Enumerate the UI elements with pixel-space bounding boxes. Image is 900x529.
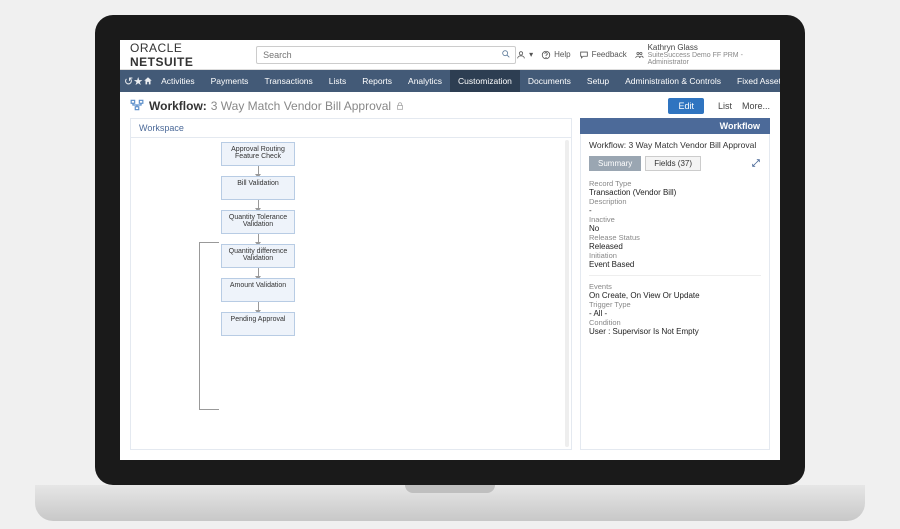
title-name: 3 Way Match Vendor Bill Approval [211,99,391,113]
details-title: Workflow: 3 Way Match Vendor Bill Approv… [589,140,761,150]
nav-item-payments[interactable]: Payments [203,70,257,92]
field-value: User : Supervisor Is Not Empty [589,327,761,336]
workflow-icon [130,99,144,114]
details-tabs: Summary Fields (37) [589,156,761,171]
workspace-header: Workspace [130,118,572,137]
feedback-label: Feedback [592,50,627,59]
field-value: On Create, On View Or Update [589,291,761,300]
nav-items: ActivitiesPaymentsTransactionsListsRepor… [153,70,793,92]
tab-summary[interactable]: Summary [589,156,641,171]
app-header: ORACLE NETSUITE ▾ Help Feedba [120,40,780,70]
nav-item-setup[interactable]: Setup [579,70,617,92]
logo-prefix: ORACLE [130,41,182,55]
flow-side-connector [199,242,219,410]
workspace-column: Workspace Approval Routing Feature Check… [130,118,572,450]
field-value: - All - [589,309,761,318]
title-prefix: Workflow: [149,99,207,113]
account-icon[interactable]: ▾ [516,50,533,60]
field-row: ConditionUser : Supervisor Is Not Empty [589,318,761,336]
edit-button[interactable]: Edit [668,98,704,114]
field-row: InactiveNo [589,215,761,233]
user-name: Kathryn Glass [648,44,770,52]
nav-item-lists[interactable]: Lists [321,70,354,92]
flow: Approval Routing Feature Check Bill Valid… [221,142,295,336]
fields-group-2: EventsOn Create, On View Or UpdateTrigge… [589,282,761,336]
title-row: Workflow: 3 Way Match Vendor Bill Approv… [120,92,780,118]
flow-connector [258,166,259,176]
page-actions: List More... [718,101,770,111]
divider [589,275,761,276]
laptop-base [35,485,865,521]
search-wrap [256,46,516,64]
search-input[interactable] [256,46,516,64]
nav-item-documents[interactable]: Documents [520,70,579,92]
workspace-canvas[interactable]: Approval Routing Feature Check Bill Valid… [130,137,572,450]
flow-connector [258,234,259,244]
flow-node[interactable]: Amount Validation [221,278,295,302]
tab-fields[interactable]: Fields (37) [645,156,701,171]
nav-item-fixed-assets[interactable]: Fixed Assets [729,70,793,92]
user-text: Kathryn Glass SuiteSuccess Demo FF PRM -… [648,44,770,66]
field-label: Events [589,282,761,291]
field-row: EventsOn Create, On View Or Update [589,282,761,300]
list-link[interactable]: List [718,101,732,111]
details-panel: Workflow Workflow: 3 Way Match Vendor Bi… [580,118,770,450]
field-label: Condition [589,318,761,327]
flow-connector [258,200,259,210]
field-row: InitiationEvent Based [589,251,761,269]
flow-node[interactable]: Approval Routing Feature Check [221,142,295,166]
flow-connector [258,268,259,278]
field-value: Event Based [589,260,761,269]
field-label: Initiation [589,251,761,260]
flow-node[interactable]: Quantity Tolerance Validation [221,210,295,234]
header-right: ▾ Help Feedback Kathryn Glass SuiteSucce… [516,44,770,66]
users-icon [635,50,644,60]
fields-group-1: Record TypeTransaction (Vendor Bill)Desc… [589,179,761,269]
expand-icon[interactable] [751,158,761,169]
nav-item-transactions[interactable]: Transactions [256,70,320,92]
field-label: Record Type [589,179,761,188]
field-label: Inactive [589,215,761,224]
nav-item-customization[interactable]: Customization [450,70,520,92]
flow-connector [258,302,259,312]
field-label: Release Status [589,233,761,242]
field-row: Description- [589,197,761,215]
details-body: Workflow: 3 Way Match Vendor Bill Approv… [580,134,770,450]
nav-item-administration-controls[interactable]: Administration & Controls [617,70,729,92]
field-value: No [589,224,761,233]
lock-icon [395,101,405,112]
field-label: Description [589,197,761,206]
field-row: Release StatusReleased [589,233,761,251]
nav-item-analytics[interactable]: Analytics [400,70,450,92]
star-icon[interactable]: ★ [133,75,143,88]
field-row: Record TypeTransaction (Vendor Bill) [589,179,761,197]
logo-suffix: NETSUITE [130,55,193,69]
feedback-link[interactable]: Feedback [579,50,627,60]
field-row: Trigger Type- All - [589,300,761,318]
help-label: Help [554,50,570,59]
field-value: Transaction (Vendor Bill) [589,188,761,197]
logo: ORACLE NETSUITE [130,41,242,69]
flow-node[interactable]: Quantity difference Validation [221,244,295,268]
history-icon[interactable]: ↺ [124,75,133,88]
flow-node[interactable]: Bill Validation [221,176,295,200]
help-link[interactable]: Help [541,50,570,60]
details-header: Workflow [580,118,770,134]
body: Workspace Approval Routing Feature Check… [120,118,780,460]
flow-node[interactable]: Pending Approval [221,312,295,336]
user-block[interactable]: Kathryn Glass SuiteSuccess Demo FF PRM -… [635,44,770,66]
home-icon[interactable] [143,75,153,87]
field-value: Released [589,242,761,251]
navbar: ↺ ★ ActivitiesPaymentsTransactionsListsR… [120,70,780,92]
nav-item-activities[interactable]: Activities [153,70,203,92]
nav-more[interactable]: … [793,76,805,86]
field-value: - [589,206,761,215]
search-icon[interactable] [501,48,511,60]
nav-item-reports[interactable]: Reports [354,70,400,92]
user-role: SuiteSuccess Demo FF PRM - Administrator [648,52,770,66]
field-label: Trigger Type [589,300,761,309]
more-link[interactable]: More... [742,101,770,111]
